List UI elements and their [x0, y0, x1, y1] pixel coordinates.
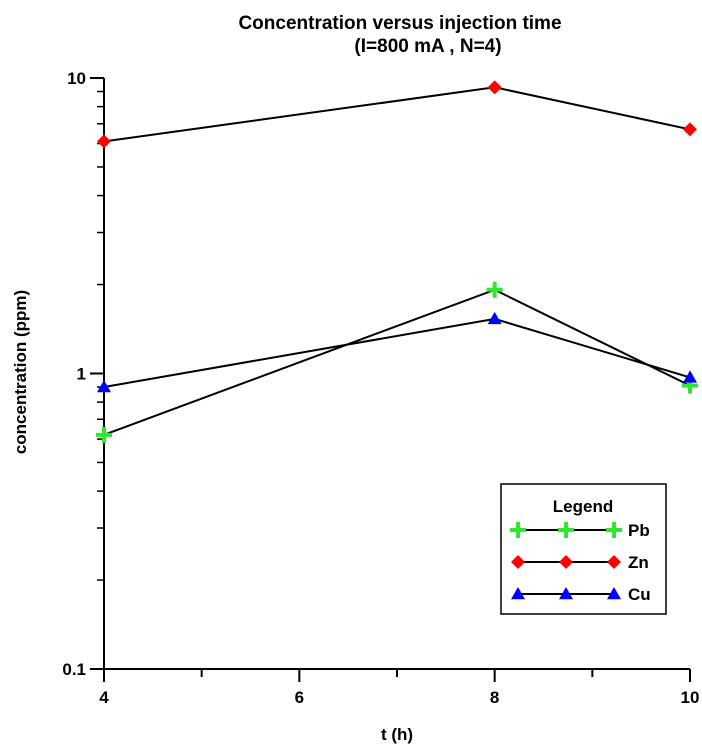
legend-marker-pb — [606, 522, 622, 538]
data-point-cu — [97, 380, 111, 393]
legend-marker-cu — [607, 587, 621, 600]
y-tick-label: 1 — [77, 365, 86, 384]
data-point-cu — [487, 311, 502, 325]
data-point-cu — [683, 370, 697, 383]
legend-marker-cu — [511, 587, 525, 600]
y-tick-label: 0.1 — [62, 660, 86, 679]
legend-marker-zn — [607, 555, 621, 569]
legend-label-cu: Cu — [628, 585, 651, 604]
legend-marker-pb — [510, 522, 526, 538]
chart-title: Concentration versus injection time — [238, 13, 561, 34]
legend-marker-pb — [558, 522, 574, 538]
series-line-pb — [103, 288, 691, 436]
x-tick-label: 8 — [490, 688, 499, 707]
legend-label-pb: Pb — [628, 521, 650, 540]
plot-area: 4 6 8 10 0.1 1 10 — [62, 69, 699, 707]
data-point-zn — [683, 122, 697, 137]
y-tick-label: 10 — [67, 69, 86, 88]
series-line-cu — [103, 317, 691, 389]
x-tick-label: 6 — [295, 688, 304, 707]
x-axis-label: t (h) — [381, 725, 413, 744]
legend-box — [500, 483, 667, 615]
legend-label-zn: Zn — [628, 553, 649, 572]
y-axis-label: concentration (ppm) — [11, 290, 30, 454]
legend: Legend Pb Zn Cu — [500, 483, 667, 615]
data-point-pb — [486, 281, 503, 298]
legend-marker-zn — [511, 555, 525, 569]
x-tick-label: 10 — [681, 688, 700, 707]
legend-title: Legend — [553, 497, 613, 516]
data-point-pb — [96, 426, 112, 443]
series-line-zn — [103, 86, 691, 143]
chart-subtitle: (I=800 mA , N=4) — [354, 36, 501, 57]
data-point-zn — [97, 134, 111, 149]
data-point-zn — [487, 80, 502, 95]
x-tick-label: 4 — [99, 688, 109, 707]
legend-marker-zn — [559, 555, 573, 569]
legend-marker-cu — [559, 587, 573, 600]
